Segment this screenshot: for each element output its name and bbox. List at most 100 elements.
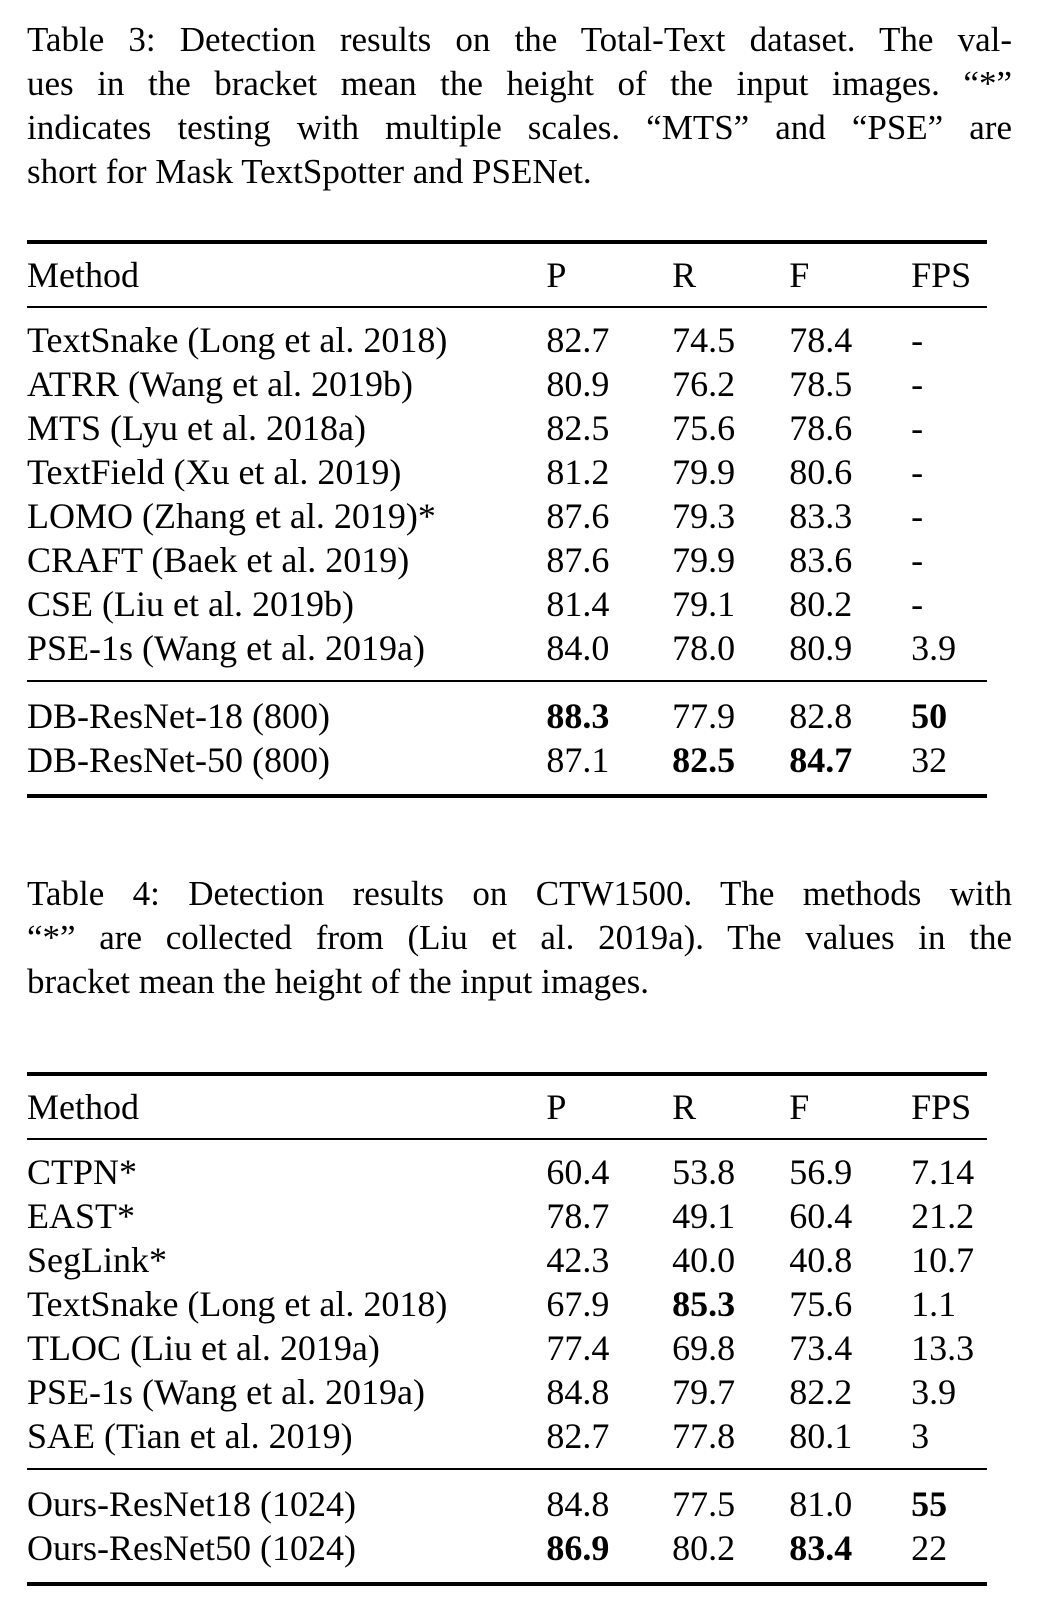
table-row-group: DB-ResNet-18 (800) 88.3 77.9 82.8 50 DB-ResNe… bbox=[27, 682, 987, 794]
table-row: DB-ResNet-18 (800) 88.3 77.9 82.8 50 bbox=[27, 694, 987, 738]
column-header-f: F bbox=[789, 255, 810, 295]
cell-r: 77.8 bbox=[672, 1416, 736, 1456]
cell-fps: 3.9 bbox=[911, 1372, 957, 1412]
cell-fps: 3.9 bbox=[911, 628, 957, 668]
table-row: TextField (Xu et al. 2019) 81.2 79.9 80.6 - bbox=[27, 450, 987, 494]
table-row: EAST* 78.7 49.1 60.4 21.2 bbox=[27, 1194, 987, 1238]
cell-method: MTS (Lyu et al. 2018a) bbox=[27, 408, 366, 448]
cell-r: 78.0 bbox=[672, 628, 736, 668]
cell-p: 81.2 bbox=[546, 452, 610, 492]
table3-caption-line: Table 3: Detection results on the Total-… bbox=[27, 20, 1012, 59]
table-row-group: TextSnake (Long et al. 2018) 82.7 74.5 78.4… bbox=[27, 308, 987, 680]
cell-fps: 21.2 bbox=[911, 1196, 975, 1236]
cell-method: CSE (Liu et al. 2019b) bbox=[27, 584, 354, 624]
cell-method: CRAFT (Baek et al. 2019) bbox=[27, 540, 410, 580]
cell-f: 78.5 bbox=[789, 364, 853, 404]
column-header-method: Method bbox=[27, 1087, 139, 1127]
cell-fps: - bbox=[911, 320, 924, 360]
cell-method: DB-ResNet-18 (800) bbox=[27, 696, 330, 736]
cell-f: 82.2 bbox=[789, 1372, 853, 1412]
cell-method: CTPN* bbox=[27, 1152, 138, 1192]
cell-r: 77.9 bbox=[672, 696, 736, 736]
cell-p: 82.5 bbox=[546, 408, 610, 448]
cell-method: SAE (Tian et al. 2019) bbox=[27, 1416, 353, 1456]
cell-method: EAST* bbox=[27, 1196, 135, 1236]
table-row: SAE (Tian et al. 2019) 82.7 77.8 80.1 3 bbox=[27, 1414, 987, 1458]
column-header-f: F bbox=[789, 1087, 810, 1127]
table-rule-thin bbox=[27, 306, 987, 308]
table3-caption-line: indicates testing with multiple scales. … bbox=[27, 108, 1012, 147]
cell-fps: - bbox=[911, 364, 924, 404]
cell-f: 73.4 bbox=[789, 1328, 853, 1368]
table-rule-thick bbox=[27, 1582, 987, 1586]
table-row: MTS (Lyu et al. 2018a) 82.5 75.6 78.6 - bbox=[27, 406, 987, 450]
cell-p: 87.6 bbox=[546, 496, 610, 536]
table-row: PSE-1s (Wang et al. 2019a) 84.8 79.7 82.2 3.… bbox=[27, 1370, 987, 1414]
cell-f: 82.8 bbox=[789, 696, 853, 736]
table-header-row: Method P R F FPS bbox=[27, 1076, 987, 1138]
cell-f: 81.0 bbox=[789, 1484, 853, 1524]
cell-f: 83.3 bbox=[789, 496, 853, 536]
cell-fps: 7.14 bbox=[911, 1152, 975, 1192]
cell-r: 53.8 bbox=[672, 1152, 736, 1192]
cell-f: 83.4 bbox=[789, 1528, 853, 1568]
cell-r: 79.9 bbox=[672, 452, 736, 492]
column-header-fps: FPS bbox=[911, 255, 972, 295]
table-rule-thin bbox=[27, 680, 987, 682]
table-row: CRAFT (Baek et al. 2019) 87.6 79.9 83.6 - bbox=[27, 538, 987, 582]
cell-p: 60.4 bbox=[546, 1152, 610, 1192]
table3-caption: Table 3: Detection results on the Total-… bbox=[27, 18, 1012, 194]
cell-r: 76.2 bbox=[672, 364, 736, 404]
cell-fps: 22 bbox=[911, 1528, 948, 1568]
table-row: TextSnake (Long et al. 2018) 67.9 85.3 75.6… bbox=[27, 1282, 987, 1326]
cell-f: 60.4 bbox=[789, 1196, 853, 1236]
cell-f: 75.6 bbox=[789, 1284, 853, 1324]
cell-fps: - bbox=[911, 496, 924, 536]
table3-results-table: Method P R F FPS TextSnake (Long et al. 2018)… bbox=[27, 240, 987, 798]
table4-caption-line: “*” are collected from (Liu et al. 2019a… bbox=[27, 918, 1012, 957]
cell-method: TextField (Xu et al. 2019) bbox=[27, 452, 402, 492]
cell-p: 82.7 bbox=[546, 1416, 610, 1456]
table4-caption: Table 4: Detection results on CTW1500. T… bbox=[27, 872, 1012, 1004]
cell-r: 79.7 bbox=[672, 1372, 736, 1412]
cell-r: 79.3 bbox=[672, 496, 736, 536]
table-rule-thin bbox=[27, 1468, 987, 1470]
cell-r: 79.1 bbox=[672, 584, 736, 624]
table-row: TextSnake (Long et al. 2018) 82.7 74.5 78.4… bbox=[27, 318, 987, 362]
cell-f: 40.8 bbox=[789, 1240, 853, 1280]
cell-f: 80.6 bbox=[789, 452, 853, 492]
table-row: Ours-ResNet18 (1024) 84.8 77.5 81.0 55 bbox=[27, 1482, 987, 1526]
cell-p: 80.9 bbox=[546, 364, 610, 404]
cell-r: 85.3 bbox=[672, 1284, 736, 1324]
cell-method: Ours-ResNet50 (1024) bbox=[27, 1528, 356, 1568]
cell-p: 81.4 bbox=[546, 584, 610, 624]
table-row: CTPN* 60.4 53.8 56.9 7.14 bbox=[27, 1150, 987, 1194]
table-row: LOMO (Zhang et al. 2019)* 87.6 79.3 83.3 - bbox=[27, 494, 987, 538]
cell-p: 77.4 bbox=[546, 1328, 610, 1368]
cell-f: 78.4 bbox=[789, 320, 853, 360]
cell-r: 74.5 bbox=[672, 320, 736, 360]
table-rule-thin bbox=[27, 1138, 987, 1140]
cell-method: ATRR (Wang et al. 2019b) bbox=[27, 364, 414, 404]
table-rule-thick bbox=[27, 1072, 987, 1076]
cell-f: 80.9 bbox=[789, 628, 853, 668]
column-header-p: P bbox=[546, 255, 567, 295]
cell-r: 75.6 bbox=[672, 408, 736, 448]
cell-f: 84.7 bbox=[789, 740, 853, 780]
table3-caption-line: ues in the bracket mean the height of th… bbox=[27, 64, 1012, 103]
cell-fps: 50 bbox=[911, 696, 948, 736]
cell-fps: 3 bbox=[911, 1416, 930, 1456]
cell-fps: 55 bbox=[911, 1484, 948, 1524]
table-row-group: Ours-ResNet18 (1024) 84.8 77.5 81.0 55 Ours-R… bbox=[27, 1470, 987, 1582]
column-header-r: R bbox=[672, 1087, 697, 1127]
cell-p: 87.6 bbox=[546, 540, 610, 580]
cell-r: 49.1 bbox=[672, 1196, 736, 1236]
cell-fps: 32 bbox=[911, 740, 948, 780]
table-row: CSE (Liu et al. 2019b) 81.4 79.1 80.2 - bbox=[27, 582, 987, 626]
cell-method: PSE-1s (Wang et al. 2019a) bbox=[27, 628, 426, 668]
cell-f: 80.2 bbox=[789, 584, 853, 624]
cell-method: TextSnake (Long et al. 2018) bbox=[27, 1284, 448, 1324]
table-row: PSE-1s (Wang et al. 2019a) 84.0 78.0 80.9 3.… bbox=[27, 626, 987, 670]
cell-f: 80.1 bbox=[789, 1416, 853, 1456]
cell-f: 56.9 bbox=[789, 1152, 853, 1192]
